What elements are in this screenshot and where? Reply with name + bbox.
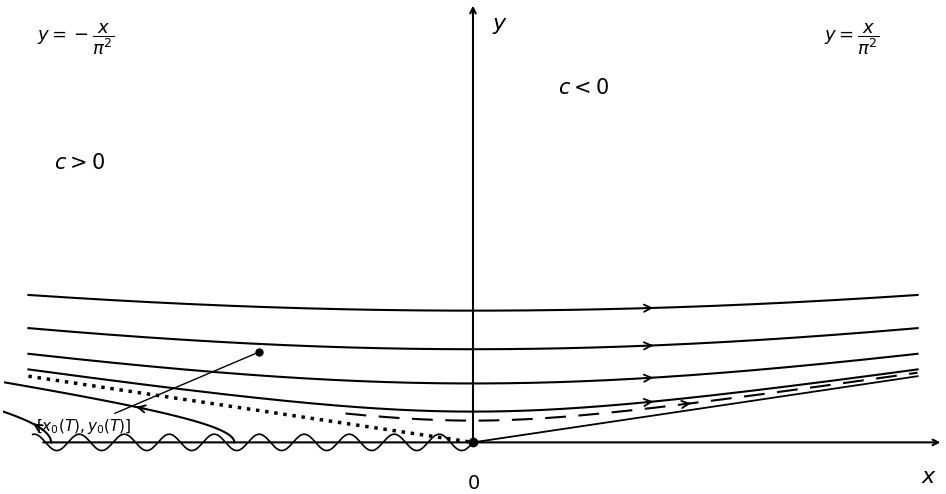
Text: $y=\dfrac{x}{\pi^2}$: $y=\dfrac{x}{\pi^2}$ <box>824 22 879 57</box>
Text: $[x_0(T),y_0(T)]$: $[x_0(T),y_0(T)]$ <box>36 353 256 436</box>
Text: $y=-\dfrac{x}{\pi^2}$: $y=-\dfrac{x}{\pi^2}$ <box>37 22 114 57</box>
Text: $0$: $0$ <box>466 474 480 493</box>
Text: $c>0$: $c>0$ <box>54 154 105 173</box>
Text: $y$: $y$ <box>492 16 508 36</box>
Text: $c<0$: $c<0$ <box>558 78 609 98</box>
Text: $x$: $x$ <box>921 467 937 488</box>
